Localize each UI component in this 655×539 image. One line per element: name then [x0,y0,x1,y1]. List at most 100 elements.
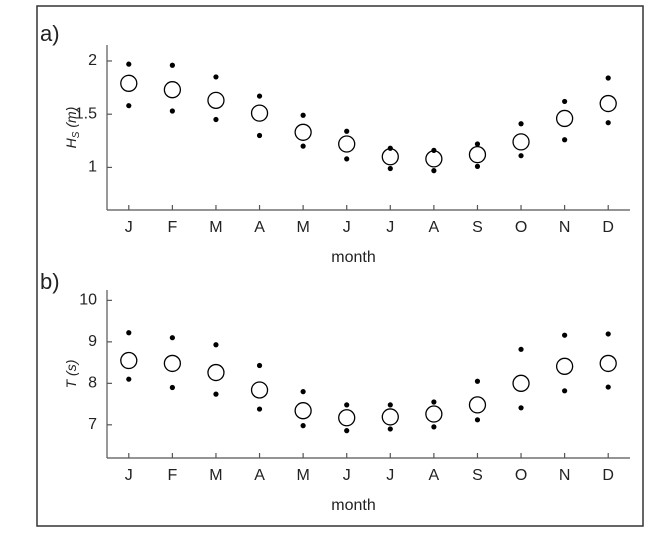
bound-marker [431,168,437,174]
mean-marker [468,145,487,164]
bound-marker [300,143,306,149]
mean-marker [250,381,269,399]
bound-marker [126,61,132,67]
bound-marker [605,75,611,81]
bound-marker [256,132,263,139]
x-tick-label: D [602,467,614,484]
bound-marker [605,120,611,126]
x-tick-label: A [254,467,265,484]
bound-marker [605,331,611,337]
bound-marker [169,384,175,391]
mean-marker [294,123,312,141]
x-tick-label: N [559,219,571,236]
y-label-part: (m) [63,107,79,132]
panel-label: a) [40,21,60,46]
bound-marker [518,346,524,352]
x-axis-label: month [331,249,375,266]
x-tick-label: J [125,467,133,484]
bound-marker [474,378,481,384]
mean-marker [599,354,617,373]
x-axis-label: month [331,497,375,514]
bound-marker [213,74,219,80]
bound-marker [344,402,350,408]
bound-marker [387,165,393,172]
y-label-part: H [63,137,79,148]
bound-marker [213,116,219,123]
mean-marker [120,74,138,92]
mean-marker [120,351,138,370]
y-tick-label: 1.5 [75,105,97,122]
bound-marker [300,389,306,395]
bound-marker [213,391,219,397]
bound-marker [474,417,481,423]
x-tick-label: M [209,219,222,236]
x-tick-label: A [429,219,440,236]
mean-marker [163,81,182,99]
bound-marker [344,156,350,162]
bound-marker [256,93,263,99]
bound-marker [431,399,437,405]
bound-marker [431,424,437,430]
mean-marker [425,150,443,168]
bound-marker [518,121,524,127]
y-tick-label: 9 [88,333,97,350]
y-label-subscript: S [71,131,82,138]
mean-marker [555,357,574,375]
y-tick-label: 2 [88,52,97,69]
mean-marker [425,405,443,423]
x-tick-label: A [254,219,265,236]
y-label-part: (s) [63,360,79,380]
mean-marker [163,354,182,373]
mean-marker [338,135,356,153]
x-tick-label: F [167,219,177,236]
x-tick-label: O [515,219,527,236]
bound-marker [169,108,175,114]
mean-marker [294,402,312,420]
bound-marker [126,376,132,382]
x-tick-label: M [209,467,222,484]
x-tick-label: D [602,219,614,236]
bound-marker [256,406,263,412]
x-tick-label: N [559,467,571,484]
bound-marker [126,103,132,109]
bound-marker [300,423,306,429]
mean-marker [512,374,530,392]
mean-marker [381,148,399,166]
bound-marker [126,330,132,336]
bound-marker [562,388,568,394]
bound-marker [562,98,568,105]
bound-marker [387,402,393,408]
bound-marker [213,342,219,348]
bound-marker [300,112,306,118]
x-tick-label: A [429,467,440,484]
bound-marker [431,147,437,153]
mean-marker [250,104,269,122]
x-tick-label: J [386,467,394,484]
y-axis-label: T (s) [63,360,79,389]
bound-marker [344,428,350,434]
bound-marker [387,426,393,432]
mean-marker [468,396,487,414]
x-tick-label: J [343,467,351,484]
y-label-part: T [63,378,79,388]
bound-marker [518,153,524,159]
x-tick-label: J [125,219,133,236]
bound-marker [474,141,481,147]
bound-marker [474,163,481,169]
x-tick-label: M [296,219,309,236]
y-axis-label: HS (m) [63,107,82,149]
mean-marker [207,91,225,110]
bound-marker [605,384,611,390]
frame [36,5,644,527]
mean-marker [338,409,356,427]
bound-marker [169,62,175,68]
bound-marker [256,362,263,369]
bound-marker [518,405,524,411]
mean-marker [381,408,399,426]
bound-marker [344,128,350,134]
bound-marker [562,137,568,143]
bound-marker [562,332,568,338]
mean-marker [207,363,225,382]
x-tick-label: J [386,219,394,236]
